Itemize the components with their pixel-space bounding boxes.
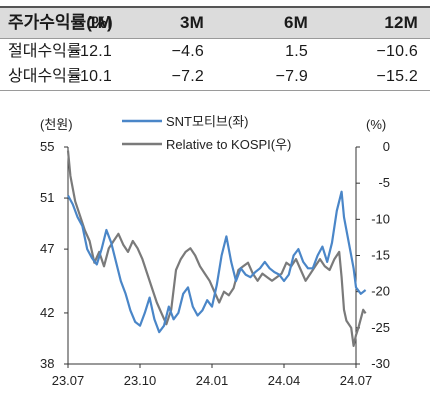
x-axis-tick-label: 24.07 bbox=[340, 373, 373, 388]
table-cell: −15.2 bbox=[377, 64, 418, 90]
x-axis-tick-label: 23.07 bbox=[52, 373, 85, 388]
right-axis-unit: (%) bbox=[366, 117, 386, 132]
table-header-row: 주가수익률(%) 1M 3M 6M 12M bbox=[0, 6, 430, 38]
table-cell: −10.6 bbox=[377, 39, 418, 65]
left-axis-tick-label: 55 bbox=[40, 139, 54, 154]
left-axis-tick-label: 42 bbox=[40, 305, 54, 320]
x-axis-tick-label: 24.04 bbox=[268, 373, 301, 388]
x-axis-tick-label: 23.10 bbox=[124, 373, 157, 388]
x-axis-tick-label: 24.01 bbox=[196, 373, 229, 388]
table-cell: −10.1 bbox=[71, 64, 112, 90]
right-axis-tick-label: 0 bbox=[383, 139, 390, 154]
table-cell: 1.5 bbox=[285, 39, 308, 65]
left-axis-tick-label: 38 bbox=[40, 356, 54, 371]
left-axis-unit: (천원) bbox=[40, 117, 73, 132]
left-axis-tick-label: 47 bbox=[40, 241, 54, 256]
left-axis-tick-label: 51 bbox=[40, 190, 54, 205]
legend-label-relative: Relative to KOSPI(우) bbox=[166, 137, 291, 152]
right-axis-tick-label: -20 bbox=[371, 284, 390, 299]
table-header-3m: 3M bbox=[180, 8, 204, 38]
table-header-6m: 6M bbox=[284, 8, 308, 38]
table-header-1m: 1M bbox=[88, 8, 112, 38]
table-row: 절대수익률 −12.1 −4.6 1.5 −10.6 bbox=[0, 38, 430, 65]
table-cell: −7.9 bbox=[276, 64, 308, 90]
table-header-12m: 12M bbox=[384, 8, 418, 38]
right-axis-tick-label: -10 bbox=[371, 211, 390, 226]
right-axis-tick-label: -30 bbox=[371, 356, 390, 371]
right-axis-tick-label: -5 bbox=[378, 175, 390, 190]
right-axis-tick-label: -15 bbox=[371, 248, 390, 263]
table-cell: −4.6 bbox=[172, 39, 204, 65]
legend-label-snt: SNT모티브(좌) bbox=[166, 114, 249, 129]
table-row: 상대수익률 −10.1 −7.2 −7.9 −15.2 bbox=[0, 64, 430, 91]
table-cell: −7.2 bbox=[172, 64, 204, 90]
right-axis-tick-label: -25 bbox=[371, 320, 390, 335]
table-cell: −12.1 bbox=[71, 39, 112, 65]
stock-chart: (천원) (%) SNT모티브(좌) Relative to KOSPI(우) … bbox=[0, 110, 430, 410]
